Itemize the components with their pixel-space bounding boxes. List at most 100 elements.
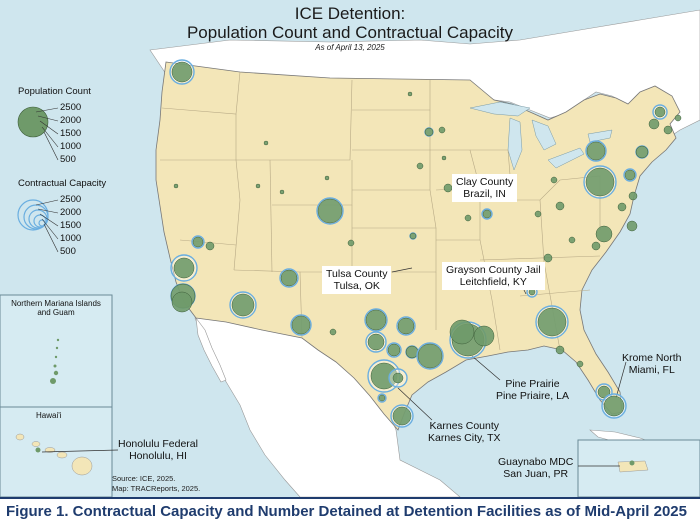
legend-cap-500: 500 xyxy=(60,246,76,257)
population-bubble-56 xyxy=(626,220,638,232)
honolulu-dot xyxy=(35,447,41,453)
label-honolulu-federal: Honolulu Federal Honolulu, HI xyxy=(118,438,198,462)
legend-cap-2500: 2500 xyxy=(60,194,82,205)
population-bubble-27 xyxy=(392,406,412,426)
population-bubble-8 xyxy=(263,140,269,146)
population-bubble-6 xyxy=(171,291,193,313)
legend-cap-1500: 1500 xyxy=(60,220,82,231)
source-note: Source: ICE, 2025. Map: TRACReports, 202… xyxy=(112,474,200,494)
population-bubble-47 xyxy=(568,236,576,244)
population-bubble-9 xyxy=(255,183,261,189)
label-tulsa-name: Tulsa County xyxy=(326,268,388,280)
population-bubble-15 xyxy=(291,315,311,335)
map-svg xyxy=(0,9,700,497)
label-guaynabo-loc: San Juan, PR xyxy=(503,468,569,480)
population-bubble-52 xyxy=(585,167,615,197)
label-grayson-loc: Leitchfield, KY xyxy=(459,276,527,288)
population-bubble-51 xyxy=(586,141,606,161)
population-bubble-32 xyxy=(416,162,424,170)
inset-mariana-frame xyxy=(0,294,113,408)
legend-pop-500: 500 xyxy=(60,154,76,165)
legend-pop-1000: 1000 xyxy=(60,141,82,152)
label-grayson-county: Grayson County Jail Leitchfield, KY xyxy=(442,262,545,290)
map-title: ICE Detention: xyxy=(294,4,406,23)
inset-hawaii-title: Hawai'i xyxy=(36,411,62,420)
great-lakes-huron xyxy=(531,119,557,151)
population-bubble-43 xyxy=(534,210,542,218)
legend-cap-1000: 1000 xyxy=(60,233,82,244)
figure-caption: Figure 1. Contractual Capacity and Numbe… xyxy=(0,497,700,525)
population-bubble-49 xyxy=(591,241,601,251)
legend-pop-2500: 2500 xyxy=(60,102,82,113)
population-bubble-48 xyxy=(537,307,567,337)
population-bubble-13 xyxy=(347,239,355,247)
legend-capacity-symbols xyxy=(17,199,59,253)
date-note: As of April 13, 2025 xyxy=(315,43,385,52)
label-grayson-name: Grayson County Jail xyxy=(446,264,541,276)
population-bubble-62 xyxy=(597,385,611,399)
population-bubble-1 xyxy=(173,183,179,189)
great-lakes-michigan xyxy=(507,117,523,171)
population-bubble-36 xyxy=(482,209,492,219)
hawaii-islands xyxy=(15,433,93,476)
label-tulsa-loc: Tulsa, OK xyxy=(333,280,380,292)
population-bubble-55 xyxy=(617,202,627,212)
label-honolulu-loc: Honolulu, HI xyxy=(129,450,187,462)
population-bubble-39 xyxy=(449,319,475,345)
population-bubble-25 xyxy=(392,372,404,384)
population-bubble-50 xyxy=(595,225,613,243)
baja-peninsula xyxy=(195,316,227,383)
label-karnes-loc: Karnes City, TX xyxy=(428,432,501,444)
population-bubble-18 xyxy=(365,309,387,331)
label-honolulu-name: Honolulu Federal xyxy=(118,438,198,450)
legend-pop-2000: 2000 xyxy=(60,115,82,126)
great-lakes-ontario xyxy=(587,129,613,143)
population-bubble-59 xyxy=(654,106,666,118)
population-bubble-16 xyxy=(329,328,337,336)
label-krome-loc: Miami, FL xyxy=(628,364,675,376)
label-karnes-name: Karnes County xyxy=(429,420,500,432)
population-bubble-33 xyxy=(441,155,447,161)
population-bubble-14 xyxy=(280,269,298,287)
population-bubble-46 xyxy=(543,253,553,263)
population-bubble-58 xyxy=(648,118,660,130)
population-bubble-40 xyxy=(473,325,495,347)
legend-cap-2000: 2000 xyxy=(60,207,82,218)
population-bubble-2 xyxy=(192,236,204,248)
population-bubble-19 xyxy=(367,333,385,351)
population-bubble-11 xyxy=(317,198,343,224)
population-bubble-54 xyxy=(628,191,638,201)
source-line-2: Map: TRACReports, 2025. xyxy=(112,484,201,493)
label-guaynabo-name: Guaynabo MDC xyxy=(498,456,574,468)
population-bubble-10 xyxy=(279,189,285,195)
guaynabo-dot xyxy=(629,460,635,466)
population-bubble-21 xyxy=(387,343,401,357)
great-lakes-erie xyxy=(547,147,585,169)
source-line-1: Source: ICE, 2025. xyxy=(112,474,176,483)
label-clay-name: Clay County xyxy=(456,176,514,188)
population-bubble-7 xyxy=(231,293,255,317)
figure-caption-text: Figure 1. Contractual Capacity and Numbe… xyxy=(6,503,687,520)
inset-mariana-title: Northern Mariana Islands and Guam xyxy=(11,299,101,317)
label-tulsa-county: Tulsa County Tulsa, OK xyxy=(322,266,392,294)
label-clay-county: Clay County Brazil, IN xyxy=(452,174,518,202)
population-bubble-0 xyxy=(171,61,193,83)
mariana-islands xyxy=(50,338,60,384)
legend-population-symbols xyxy=(17,106,59,161)
puerto-rico-island xyxy=(617,460,649,473)
population-bubble-34 xyxy=(443,183,453,193)
population-bubble-12 xyxy=(324,175,330,181)
population-bubble-20 xyxy=(397,317,415,335)
population-bubble-35 xyxy=(464,214,472,222)
label-pine-prairie: Pine Prairie Pine Priaire, LA xyxy=(496,378,569,402)
legend-pop-1500: 1500 xyxy=(60,128,82,139)
population-bubble-22 xyxy=(405,345,419,359)
label-krome-name: Krome North xyxy=(622,352,682,364)
population-bubble-3 xyxy=(205,241,215,251)
inset-hawaii-frame xyxy=(0,406,113,497)
label-pine-name: Pine Prairie xyxy=(505,378,560,390)
population-bubble-65 xyxy=(555,345,565,355)
population-bubble-63 xyxy=(603,395,625,417)
population-bubble-31 xyxy=(438,126,446,134)
label-pine-loc: Pine Priaire, LA xyxy=(496,390,569,402)
